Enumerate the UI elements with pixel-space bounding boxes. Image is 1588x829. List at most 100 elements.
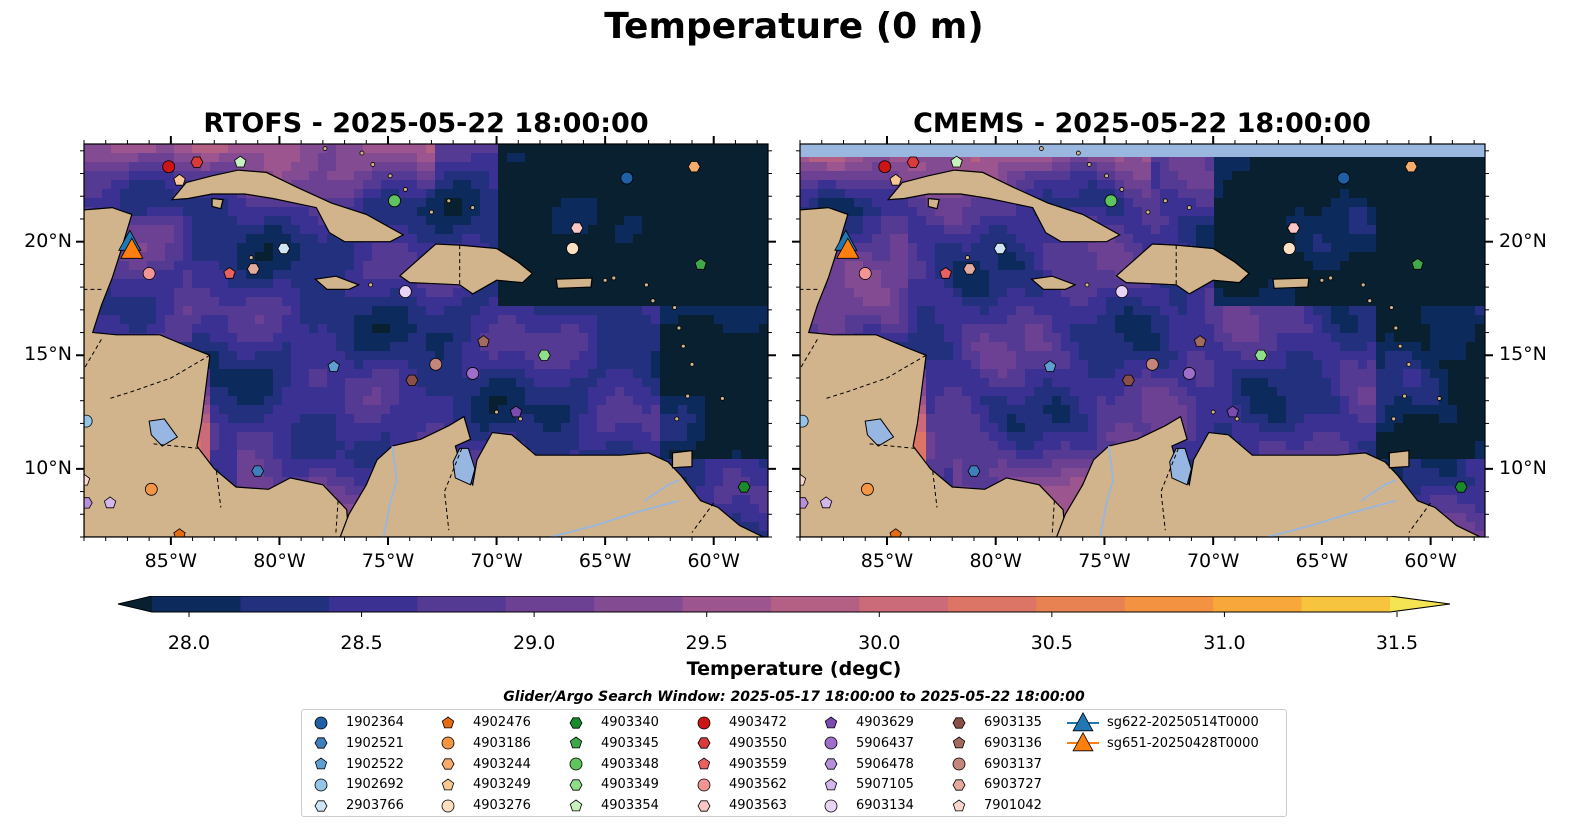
lat-tick-label: 20°N [1499,229,1547,252]
axis-ticks [792,136,1493,545]
small-island [368,282,374,288]
small-island [248,255,254,260]
legend-marker-circle [569,757,583,771]
platform-marker-6903137 [429,357,443,371]
small-island [387,173,393,179]
small-island [965,255,970,260]
platform-marker-4903345 [1411,257,1424,270]
search-window-caption: Glider/Argo Search Window: 2025-05-17 18… [503,689,1085,705]
legend-item: 5906478 [822,754,914,775]
colorbar-tick-label: 31.5 [1375,632,1419,654]
legend-item: 4903244 [439,754,531,775]
legend-marker-circle [952,757,966,771]
small-island [1397,343,1403,349]
legend-item: 2903766 [312,795,404,816]
legend-marker-hexagon [697,800,711,812]
small-island [1119,187,1125,192]
lon-tick-label: 70°W [1186,550,1240,572]
legend-marker-circle [441,736,455,750]
legend-symbol [824,758,838,770]
platform-marker-4903629 [509,405,523,418]
platform-marker-4903345 [694,257,707,270]
small-island [1086,162,1092,167]
platform-marker-1902522 [1043,360,1057,372]
legend-label: 4903562 [729,777,787,793]
legend-label: 4903348 [601,756,659,772]
colorbar [117,596,1451,617]
legend-label: 4903249 [473,777,531,793]
legend-label: sg622-20250514T0000 [1107,715,1259,730]
platform-marker-6903135 [405,374,419,386]
platform-marker-1902521 [251,465,265,477]
legend-marker-circle [824,799,838,813]
platform-marker-5907105 [819,496,833,509]
colorbar-extend-max [1390,596,1450,612]
lon-tick-label: 70°W [470,550,523,572]
platform-marker-5907105 [103,496,117,509]
platform-marker-1902364 [1337,171,1351,185]
platform-marker-4903244 [687,161,701,173]
small-island [1059,135,1063,139]
land-puertoRico [555,277,593,289]
small-island [644,282,649,288]
river [382,445,398,537]
legend-item: 6903137 [950,754,1042,775]
colorbar-segment [859,596,949,612]
legend-symbol [952,736,966,749]
legend-label: 5906437 [856,735,914,751]
legend-marker-circle [441,799,455,813]
country-border [109,354,211,399]
platform-marker-4903348 [388,194,401,208]
land-trinidad [671,450,693,469]
legend-label: 4903550 [729,735,787,751]
legend-symbol [697,757,711,770]
platform-marker-4903559 [223,267,236,279]
platform-marker-4903249 [173,173,186,186]
small-island [602,277,608,283]
colorbar-tick-label: 29.5 [685,632,728,654]
platform-marker-4903472 [162,160,176,174]
land [84,146,768,537]
legend-item: 4903276 [439,795,531,816]
legend-triangle [1072,711,1094,731]
small-island [470,205,476,211]
platform-marker-4903354 [234,155,247,168]
platform-marker-4903550 [906,156,920,168]
small-island [1145,209,1151,215]
legend-marker-circle [697,778,711,792]
country-border [932,471,938,508]
glider-marker-sg651-20250428T0000 [836,237,860,259]
land-cuba [170,169,405,243]
legend-label: 4903340 [601,715,659,730]
legend-label: 4903472 [729,715,787,730]
legend-item: 1902364 [312,712,404,733]
legend-item: 1902521 [312,733,404,754]
legend-symbol [314,716,328,729]
land-jamaica [313,275,361,290]
platform-marker-4903340 [737,481,751,493]
colorbar-segment [505,596,595,612]
small-island [1367,298,1373,304]
colorbar-segment [1301,596,1391,612]
legend-label: 4903354 [601,798,659,814]
legend-item: 6903135 [950,712,1042,733]
river [1267,499,1397,537]
country-border [335,500,339,533]
country-border [1408,502,1432,533]
legend-item: 4903249 [439,774,531,795]
legend-symbol [697,737,711,749]
country-border [869,443,916,449]
colorbar-segment [771,596,861,612]
glider-marker-sg651-20250428T0000 [120,237,144,259]
legend-marker-hexagon [697,737,711,749]
colorbar-segment [947,596,1037,612]
platform-marker-5906478 [800,497,809,509]
land [800,135,1485,537]
platform-marker-1902692 [800,414,809,428]
small-island [1186,205,1192,211]
platform-marker-4902476 [173,528,186,537]
legend-symbol [314,757,328,770]
platform-marker-4903472 [878,160,892,174]
small-island [674,416,680,422]
legend-label: 6903136 [984,735,1042,751]
